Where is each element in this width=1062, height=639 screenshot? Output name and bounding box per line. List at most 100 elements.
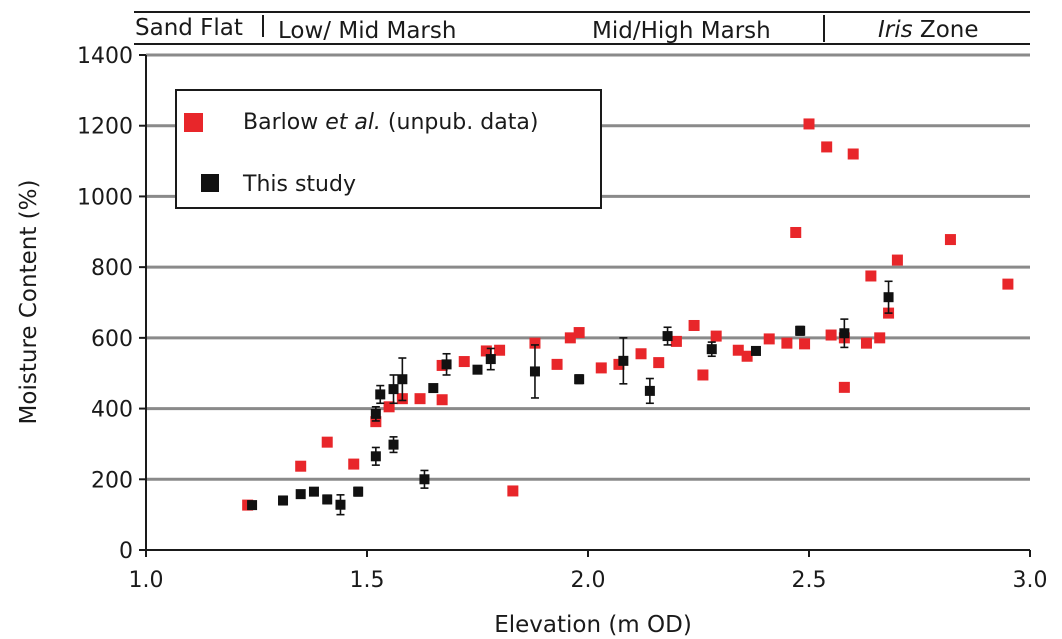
this-study-point-23 [706,344,717,355]
x-axis-title: Elevation (m OD) [494,612,692,638]
barlow-point-44 [1002,278,1014,290]
barlow-point-5 [383,401,395,413]
y-tick-label-200: 200 [91,468,133,493]
barlow-point-37 [847,148,859,160]
barlow-point-14 [529,337,541,349]
barlow-point-24 [697,369,709,381]
this-study-point-1 [278,495,289,506]
barlow-point-26 [732,344,744,356]
barlow-point-27 [741,350,753,362]
barlow-point-21 [653,357,665,369]
x-tick-label-2.5: 2.5 [792,568,827,593]
this-study-point-24 [750,345,761,356]
zone-label-sand-flat: Sand Flat [135,15,243,41]
barlow-point-34 [825,329,837,341]
barlow-point-40 [874,332,886,344]
this-study-point-26 [839,328,850,339]
x-tick-label-1.0: 1.0 [129,568,164,593]
barlow-point-12 [494,344,506,356]
zone-label-low-mid-marsh: Low/ Mid Marsh [278,18,456,44]
barlow-point-17 [573,327,585,339]
barlow-point-29 [781,337,793,349]
legend-label-barlow-plain: Barlow [243,110,325,135]
zone-label-iris-rest: Zone [913,17,979,43]
this-study-point-13 [419,474,430,485]
barlow-point-32 [803,118,815,130]
this-study-point-16 [472,364,483,375]
zone-label-iris-zone: Iris Zone [878,17,979,43]
this-study-point-21 [644,385,655,396]
barlow-point-11 [480,345,492,357]
legend-label-this-study: This study [242,172,356,197]
legend-marker-this-study [201,174,219,192]
barlow-point-13 [507,485,519,497]
y-tick-label-0: 0 [119,539,133,564]
this-study-point-15 [441,359,452,370]
barlow-point-23 [688,319,700,331]
barlow-point-8 [436,394,448,406]
this-study-point-6 [353,486,364,497]
this-study-point-25 [795,325,806,336]
barlow-point-1 [295,460,307,472]
barlow-point-38 [860,337,872,349]
axis-layer [139,54,1031,557]
y-tick-label-1400: 1400 [77,44,133,69]
this-study-point-12 [397,374,408,385]
this-study-point-10 [388,384,399,395]
this-study-point-17 [485,354,496,365]
x-tick-label-3.0: 3.0 [1013,568,1048,593]
barlow-point-15 [551,358,563,370]
barlow-point-28 [763,333,775,345]
barlow-point-31 [799,338,811,350]
x-tick-label-1.5: 1.5 [350,568,385,593]
zone-label-mid-high-marsh: Mid/High Marsh [592,18,771,44]
this-study-point-11 [388,439,399,450]
barlow-point-16 [564,332,576,344]
y-axis-title: Moisture Content (%) [16,180,42,425]
barlow-point-7 [414,393,426,405]
barlow-point-20 [635,348,647,360]
legend-label-barlow: Barlow et al. (unpub. data) [243,110,538,135]
legend-marker-barlow [184,113,203,132]
barlow-point-43 [944,234,956,246]
this-study-point-22 [662,331,673,342]
barlow-point-35 [838,381,850,393]
zone-band: Sand Flat Low/ Mid Marsh Mid/High Marsh … [134,11,1030,45]
this-study-point-3 [308,486,319,497]
barlow-point-2 [321,436,333,448]
this-study-point-27 [883,292,894,303]
barlow-point-30 [790,226,802,238]
this-study-point-14 [428,383,439,394]
this-study-point-2 [295,489,306,500]
x-tick-label-2.0: 2.0 [571,568,606,593]
barlow-point-18 [595,362,607,374]
legend: Barlow et al. (unpub. data) This study [175,89,602,209]
y-tick-label-1000: 1000 [77,185,133,210]
barlow-point-33 [821,141,833,153]
barlow-point-22 [670,335,682,347]
barlow-point-25 [710,330,722,342]
tick-label-layer: 0 200 400 600 800 1000 1200 1400 1.0 1.5 2.0 2.5 3.0 [77,44,1048,593]
legend-label-barlow-tail: (unpub. data) [381,110,538,135]
this-study-series [247,280,894,516]
y-tick-label-600: 600 [91,327,133,352]
this-study-point-7 [370,451,381,462]
barlow-point-10 [458,356,470,368]
legend-box [175,89,602,209]
this-study-point-9 [375,389,386,400]
this-study-point-19 [574,374,585,385]
y-tick-label-800: 800 [91,256,133,281]
barlow-point-39 [865,270,877,282]
this-study-point-4 [322,494,333,505]
y-tick-label-400: 400 [91,398,133,423]
this-study-point-0 [247,500,258,511]
this-study-point-20 [618,355,629,366]
legend-label-barlow-italic: et al. [325,110,381,135]
y-tick-label-1200: 1200 [77,115,133,140]
this-study-point-8 [370,408,381,419]
zone-label-iris-italic: Iris [878,17,913,43]
this-study-point-18 [529,366,540,377]
barlow-point-3 [348,458,360,470]
this-study-point-5 [335,499,346,510]
